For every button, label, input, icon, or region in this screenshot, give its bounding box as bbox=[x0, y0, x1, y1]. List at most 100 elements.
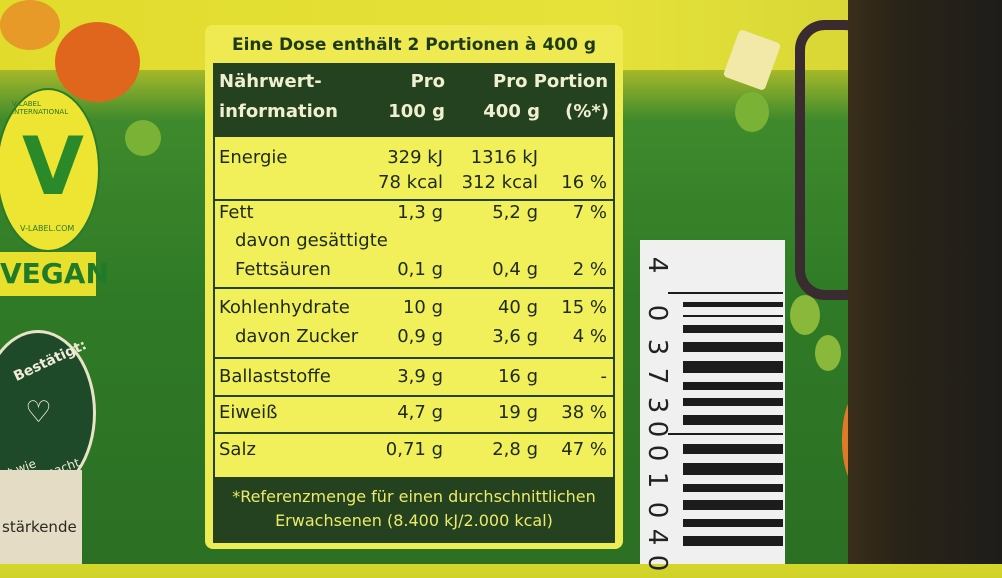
barcode-bar bbox=[683, 415, 783, 425]
barcode-bar bbox=[683, 444, 783, 454]
row-per-100g: 0,1 g bbox=[397, 259, 443, 280]
barcode-bar bbox=[668, 433, 783, 435]
pea bbox=[790, 295, 820, 335]
row-percent: - bbox=[600, 366, 608, 387]
table-header: Nährwert- information Pro 100 g Pro Port… bbox=[213, 63, 615, 137]
table-row: Ballaststoffe 3,9 g 16 g - bbox=[215, 366, 613, 392]
row-per-portion: 3,6 g bbox=[492, 326, 538, 347]
pot-heart-icon: ♡ bbox=[25, 395, 52, 430]
row-per-portion: 0,4 g bbox=[492, 259, 538, 280]
row-per-100g: 1,3 g bbox=[397, 202, 443, 223]
row-name: Eiweiß bbox=[219, 402, 278, 423]
barcode-bar bbox=[683, 484, 783, 492]
barcode-bar bbox=[683, 463, 783, 475]
header-portion-1: Pro Portion bbox=[493, 71, 609, 92]
row-per-portion: 16 g bbox=[497, 366, 538, 387]
table-row: 78 kcal 312 kcal 16 % bbox=[215, 172, 613, 198]
row-percent: 16 % bbox=[561, 172, 607, 193]
row-divider bbox=[215, 432, 613, 434]
barcode-bar bbox=[683, 325, 783, 333]
pea bbox=[735, 92, 769, 132]
header-label-2: information bbox=[219, 101, 338, 122]
row-divider bbox=[215, 287, 613, 289]
servings-line: Eine Dose enthält 2 Portionen à 400 g bbox=[205, 25, 623, 63]
table-row: Fett 1,3 g 5,2 g 7 % bbox=[215, 202, 613, 228]
row-divider bbox=[215, 199, 613, 201]
barcode-digit: 4 bbox=[642, 256, 672, 274]
row-name: Kohlenhydrate bbox=[219, 297, 350, 318]
table-row: Eiweiß 4,7 g 19 g 38 % bbox=[215, 402, 613, 428]
row-name: Fettsäuren bbox=[235, 259, 331, 280]
table-row: Salz 0,71 g 2,8 g 47 % bbox=[215, 439, 613, 465]
row-percent: 47 % bbox=[561, 439, 607, 460]
row-per-portion: 5,2 g bbox=[492, 202, 538, 223]
footnote-line-1: *Referenzmenge für einen durchschnittlic… bbox=[232, 487, 596, 506]
v-label-top-text: V-LABEL INTERNATIONAL bbox=[12, 100, 69, 116]
nutrition-label: Eine Dose enthält 2 Portionen à 400 g Nä… bbox=[205, 25, 623, 549]
barcode-bar bbox=[683, 315, 783, 317]
barcode-digit: 7 bbox=[642, 367, 672, 385]
row-per-portion: 40 g bbox=[497, 297, 538, 318]
header-percent: (%*) bbox=[565, 101, 609, 122]
row-per-100g: 78 kcal bbox=[378, 172, 443, 193]
barcode-digit: 3 bbox=[642, 338, 672, 356]
header-portion-2: 400 g bbox=[483, 101, 540, 122]
vegan-label: VEGAN bbox=[0, 252, 109, 296]
v-label-badge: V V-LABEL INTERNATIONAL V-LABEL.COM bbox=[0, 88, 100, 252]
row-name: davon gesättigte bbox=[235, 230, 388, 251]
barcode-digit: 0 bbox=[642, 304, 672, 322]
seal-top-text: Bestätigt: bbox=[11, 337, 90, 385]
row-per-portion: 312 kcal bbox=[461, 172, 538, 193]
row-per-portion: 2,8 g bbox=[492, 439, 538, 460]
row-divider bbox=[215, 395, 613, 397]
barcode-bar bbox=[683, 302, 783, 307]
row-divider bbox=[215, 357, 613, 359]
barcode-bar bbox=[683, 342, 783, 352]
row-percent: 2 % bbox=[572, 259, 607, 280]
row-per-portion: 1316 kJ bbox=[470, 147, 538, 168]
table-row: davon gesättigte bbox=[215, 230, 613, 256]
header-100-2: 100 g bbox=[388, 101, 445, 122]
row-percent: 38 % bbox=[561, 402, 607, 423]
row-percent: 4 % bbox=[572, 326, 607, 347]
table-row: Kohlenhydrate 10 g 40 g 15 % bbox=[215, 297, 613, 323]
footnote: *Referenzmenge für einen durchschnittlic… bbox=[213, 477, 615, 543]
table-row: davon Zucker 0,9 g 3,6 g 4 % bbox=[215, 326, 613, 352]
table-row: Energie 329 kJ 1316 kJ bbox=[215, 147, 613, 173]
row-percent: 7 % bbox=[572, 202, 607, 223]
barcode-bar bbox=[683, 398, 783, 406]
v-label-icon: V bbox=[22, 120, 84, 213]
footnote-line-2: Erwachsenen (8.400 kJ/2.000 kcal) bbox=[275, 511, 553, 530]
barcode-bar bbox=[683, 382, 783, 390]
barcode-digit: 0 bbox=[642, 501, 672, 519]
paper-text: stärkende bbox=[2, 518, 77, 536]
row-per-100g: 10 g bbox=[402, 297, 443, 318]
row-per-portion: 19 g bbox=[497, 402, 538, 423]
barcode-bar bbox=[683, 500, 783, 510]
barcode-digit: 0 bbox=[642, 444, 672, 462]
adjacent-can bbox=[848, 0, 1002, 564]
row-name: Energie bbox=[219, 147, 288, 168]
header-100-1: Pro bbox=[410, 71, 445, 92]
barcode-digit: 1 bbox=[642, 471, 672, 489]
barcode-bar bbox=[683, 361, 783, 373]
row-per-100g: 0,9 g bbox=[397, 326, 443, 347]
row-name: davon Zucker bbox=[235, 326, 359, 347]
v-label-bottom-text: V-LABEL.COM bbox=[20, 224, 75, 233]
row-per-100g: 0,71 g bbox=[385, 439, 443, 460]
row-name: Salz bbox=[219, 439, 256, 460]
barcode-bar bbox=[683, 536, 783, 546]
table-body: Energie 329 kJ 1316 kJ 78 kcal 312 kcal 16 % F… bbox=[213, 137, 615, 477]
barcode-bar bbox=[683, 519, 783, 527]
paper-banner: stärkende bbox=[0, 470, 82, 564]
barcode-digit: 0 bbox=[642, 554, 672, 572]
row-per-100g: 4,7 g bbox=[397, 402, 443, 423]
row-percent: 15 % bbox=[561, 297, 607, 318]
barcode-bar bbox=[668, 292, 783, 294]
carrot-slice bbox=[55, 22, 140, 102]
row-per-100g: 329 kJ bbox=[387, 147, 443, 168]
header-label-1: Nährwert- bbox=[219, 71, 322, 92]
table-row: Fettsäuren 0,1 g 0,4 g 2 % bbox=[215, 259, 613, 285]
